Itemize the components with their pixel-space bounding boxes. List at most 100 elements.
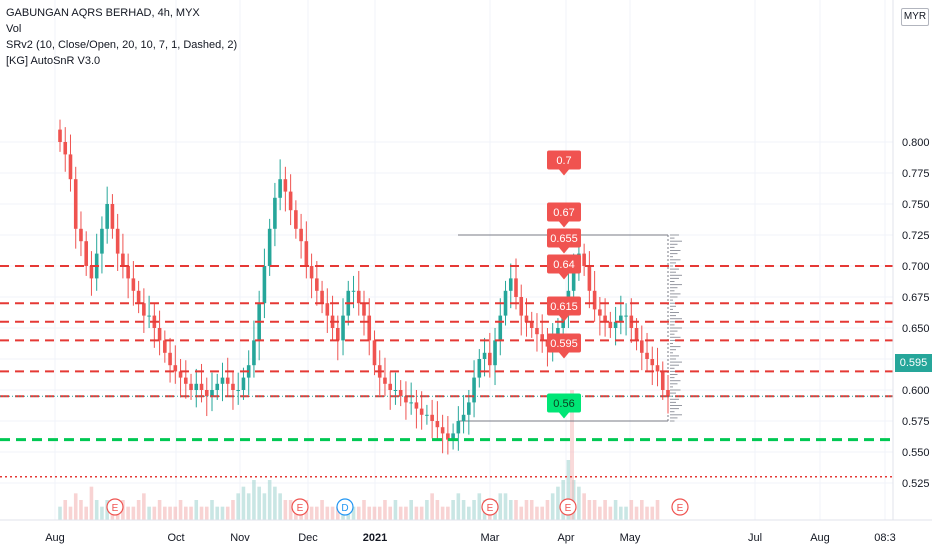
candle-body <box>262 266 267 304</box>
earnings-marker[interactable]: E <box>559 498 577 516</box>
candle-body <box>414 402 419 409</box>
price-tick-label: 0.650 <box>902 323 930 335</box>
volume-bar <box>236 493 241 520</box>
candle-body <box>79 228 83 242</box>
volume-bar <box>246 493 251 520</box>
candle-body <box>498 315 503 341</box>
candle-body <box>110 204 115 229</box>
time-tick-label: Oct <box>167 532 184 544</box>
candle-body <box>231 383 235 390</box>
candle-body <box>660 371 665 390</box>
sr-label-box <box>547 150 581 170</box>
volume-bar <box>404 506 408 520</box>
volume-bar <box>225 506 230 520</box>
sr-label-box <box>547 254 581 274</box>
volume-bar <box>178 500 183 520</box>
volume-bar <box>467 506 471 520</box>
sr-labels: 0.7 0.67 0.655 0.64 0.615 0.595 0.56 <box>547 150 581 419</box>
candle-body <box>451 433 455 440</box>
legend-vol[interactable]: Vol <box>6 23 22 35</box>
volume-bar <box>194 500 199 520</box>
candle-body <box>624 315 628 317</box>
earnings-marker[interactable]: E <box>481 498 499 516</box>
volume-bar <box>456 493 461 520</box>
volume-bar <box>634 506 639 520</box>
sr-label-text: 0.64 <box>553 259 574 271</box>
volume-bar <box>94 500 99 520</box>
candle-body <box>514 278 518 297</box>
volume-bar <box>519 506 524 520</box>
volume-bar <box>624 506 628 520</box>
candle-body <box>571 266 576 291</box>
marker-circle <box>671 498 689 516</box>
volume-bar <box>183 506 188 520</box>
candle-body <box>267 228 272 266</box>
candle-body <box>215 383 220 390</box>
candle-body <box>388 383 393 390</box>
volume-bar <box>367 506 372 520</box>
price-tick-label: 0.525 <box>902 478 930 490</box>
volume-bar <box>425 500 429 520</box>
marker-circle <box>291 498 309 516</box>
volume-bar <box>257 486 261 520</box>
volume-bar <box>220 506 225 520</box>
time-tick-label: May <box>620 532 641 544</box>
marker-circle <box>559 498 577 516</box>
candle-body <box>524 315 529 322</box>
sr-label-pointer <box>559 315 569 322</box>
volume-bar <box>330 506 335 520</box>
candle-body <box>320 290 324 304</box>
sr-label-text: 0.7 <box>556 155 571 167</box>
candle-body <box>603 315 607 322</box>
sr-label-text: 0.56 <box>553 398 574 410</box>
time-axis[interactable]: Aug Oct Nov Dec 2021 Mar Apr May Jul Aug 08:3 <box>45 532 896 544</box>
candle-body <box>189 383 193 390</box>
candle-body <box>383 377 387 384</box>
volume-bar <box>655 500 660 520</box>
volume-bar <box>393 500 398 520</box>
sr-label-pointer <box>559 352 569 359</box>
volume-bar <box>608 506 613 520</box>
candle-body <box>73 179 78 229</box>
volume-bar <box>267 480 272 520</box>
earnings-marker[interactable]: E <box>671 498 689 516</box>
last-price-tag: 0.595 <box>895 354 932 372</box>
sr-label: 0.67 <box>547 202 581 228</box>
price-tick-label: 0.550 <box>902 447 930 459</box>
volume-bar <box>545 500 550 520</box>
volume-bar <box>131 506 136 520</box>
candle-body <box>650 359 655 366</box>
marker-circle <box>481 498 499 516</box>
dividend-marker[interactable]: D <box>336 498 354 516</box>
chart-legend: GABUNGAN AQRS BERHAD, 4h, MYX Vol SRv2 (… <box>6 5 237 69</box>
candle-body <box>362 303 366 316</box>
candle-body <box>503 290 508 316</box>
price-tick-label: 0.575 <box>902 416 930 428</box>
marker-circle <box>106 498 124 516</box>
sr-label: 0.615 <box>547 296 581 322</box>
price-axis[interactable]: 0.8000.7750.7500.7250.7000.6750.6500.625… <box>902 137 930 490</box>
candle-body <box>409 402 413 404</box>
time-tick-label: Nov <box>230 532 250 544</box>
sr-label-text: 0.67 <box>553 207 574 219</box>
candle-body <box>163 340 167 353</box>
candle-body <box>430 414 434 421</box>
earnings-marker[interactable]: E <box>106 498 124 516</box>
earnings-marker[interactable]: E <box>291 498 309 516</box>
time-tick-label: Mar <box>481 532 500 544</box>
legend-autosnr[interactable]: [KG] AutoSnR V3.0 <box>6 55 101 67</box>
volume-bar <box>210 500 214 520</box>
candle-body <box>84 241 89 266</box>
volume-bar <box>529 500 534 520</box>
volume-bar <box>503 493 508 520</box>
sr-label-box <box>547 296 581 316</box>
candle-body <box>372 340 377 366</box>
candle-body <box>356 290 361 304</box>
candle-body <box>157 328 162 341</box>
currency-button[interactable]: MYR <box>901 8 929 26</box>
candle-body <box>115 228 120 254</box>
sr-label-pointer <box>559 247 569 254</box>
legend-srv2[interactable]: SRv2 (10, Close/Open, 20, 10, 7, 1, Dash… <box>6 39 238 51</box>
sr-label-box <box>547 333 581 353</box>
